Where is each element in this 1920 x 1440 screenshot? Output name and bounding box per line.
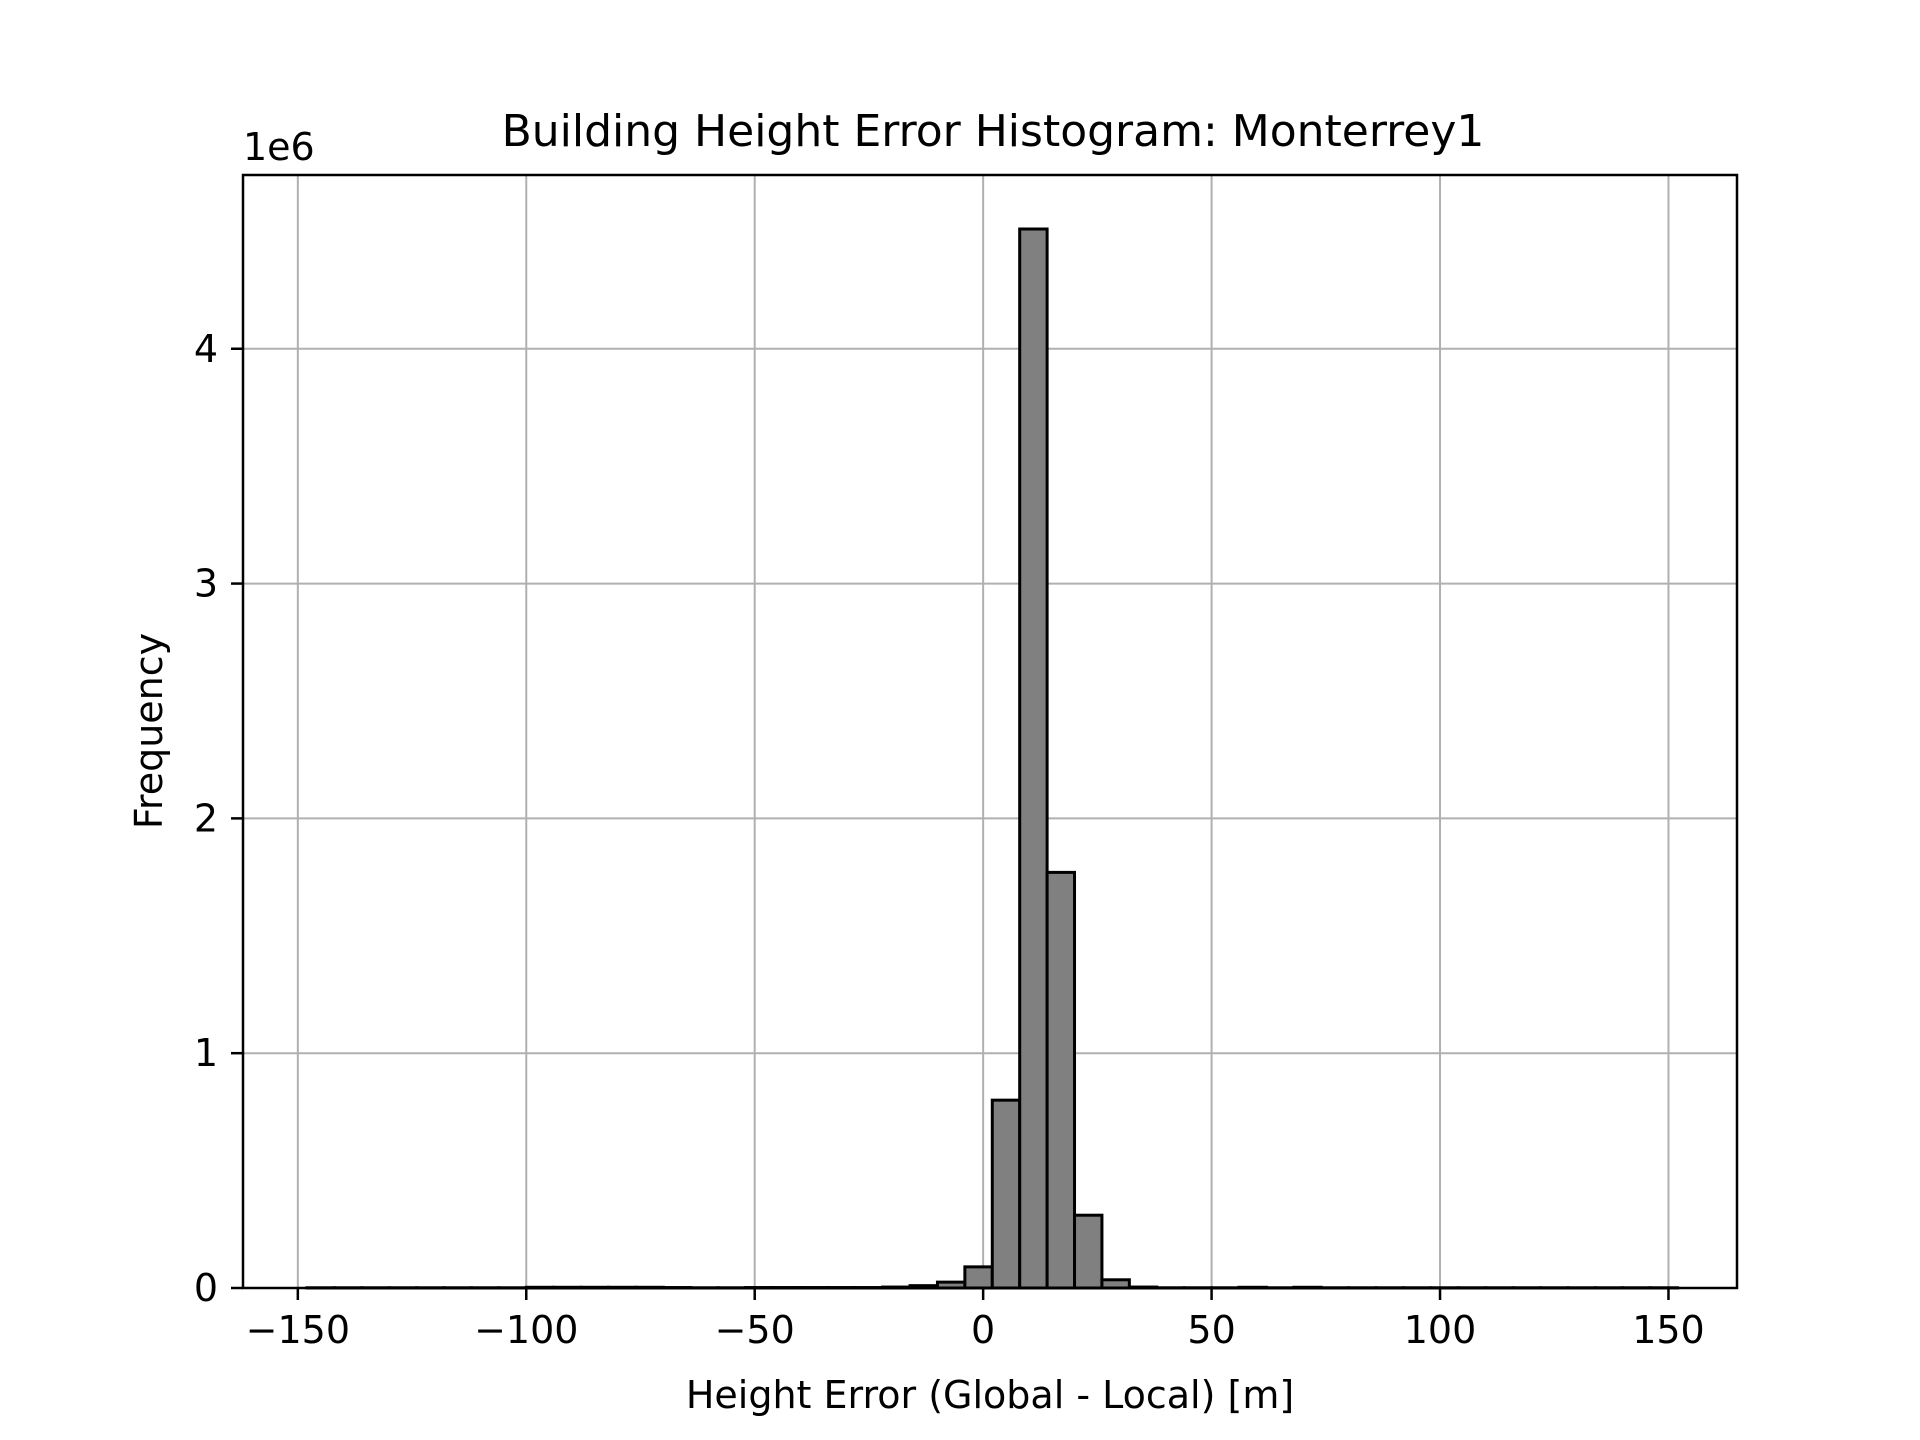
y-axis-offset-label: 1e6	[243, 125, 315, 169]
x-tick-label: 0	[971, 1308, 995, 1352]
histogram-bar	[1018, 227, 1049, 1290]
x-tick-label: 100	[1404, 1308, 1477, 1352]
y-tick-label: 0	[194, 1266, 218, 1310]
x-tick-label: 50	[1187, 1308, 1235, 1352]
histogram-bar	[1045, 870, 1077, 1290]
x-axis-label: Height Error (Global - Local) [m]	[686, 1373, 1294, 1417]
y-tick-label: 2	[194, 796, 218, 840]
histogram-bar	[963, 1265, 994, 1290]
x-tick-label: −50	[715, 1308, 795, 1352]
y-tick-label: 3	[194, 562, 218, 606]
x-tick-label: 150	[1632, 1308, 1705, 1352]
histogram-bar	[990, 1098, 1022, 1290]
y-axis-label: Frequency	[127, 633, 171, 829]
x-axis-ticks: −150 −100 −50 0 50 100 150	[246, 1288, 1705, 1352]
y-tick-label: 4	[194, 327, 218, 371]
chart-title: Building Height Error Histogram: Monterr…	[502, 106, 1485, 157]
y-axis-ticks: 0 1 2 3 4	[194, 327, 243, 1310]
y-tick-label: 1	[194, 1031, 218, 1075]
x-tick-label: −150	[246, 1308, 350, 1352]
x-tick-label: −100	[474, 1308, 578, 1352]
histogram-bar	[1073, 1213, 1104, 1290]
plot-frame	[241, 173, 1739, 1290]
grid-lines	[243, 175, 1737, 1289]
